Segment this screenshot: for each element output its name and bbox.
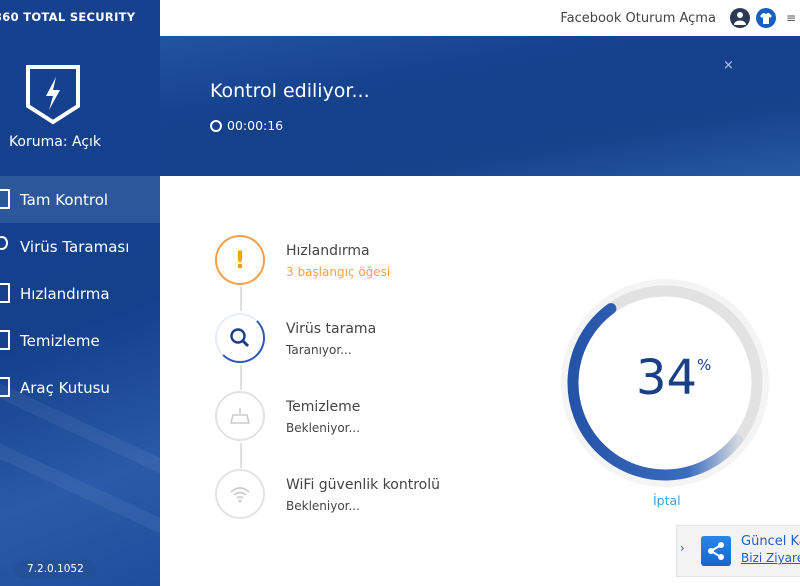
search-icon — [215, 313, 265, 363]
sidebar-item-label: Tam Kontrol — [20, 190, 109, 209]
step-connector — [240, 443, 242, 468]
magnifier-icon — [0, 236, 8, 250]
progress-unit: % — [697, 356, 712, 374]
step-wifi: WiFi güvenlik kontrolü Bekleniyor... — [215, 469, 595, 521]
sidebar-nav: Tam Kontrol Virüs Taraması Hızlandırma T… — [0, 176, 160, 411]
clock-icon — [210, 119, 222, 132]
sidebar-item-cleanup[interactable]: Temizleme — [0, 317, 160, 364]
close-button[interactable]: × — [723, 58, 734, 73]
cancel-button[interactable]: İptal — [653, 493, 681, 508]
shield-icon — [26, 65, 80, 125]
monitor-icon — [0, 189, 10, 209]
step-virus-scan: Virüs tarama Taranıyor... — [215, 313, 595, 365]
app-logo: 360 TOTAL SECURITY — [0, 10, 136, 24]
sidebar-item-full-scan[interactable]: Tam Kontrol — [0, 176, 160, 223]
step-status: 3 başlangıç öğesi — [286, 265, 391, 279]
step-title: WiFi güvenlik kontrolü — [286, 477, 440, 493]
sidebar-item-label: Araç Kutusu — [20, 378, 110, 397]
share-icon — [701, 536, 731, 566]
step-cleanup: Temizleme Bekleniyor... — [215, 391, 595, 443]
rocket-icon — [0, 283, 10, 303]
scan-title: Kontrol ediliyor... — [210, 80, 370, 102]
facebook-login-link[interactable]: Facebook Oturum Açma — [560, 10, 716, 26]
promo-title: Güncel Ka — [741, 534, 800, 549]
version-badge: 7.2.0.1052 — [15, 560, 96, 578]
sidebar-item-label: Virüs Taraması — [20, 237, 130, 256]
menu-icon[interactable]: ≡ — [785, 11, 796, 25]
step-status: Taranıyor... — [286, 343, 352, 357]
protection-status: Koruma: Açık — [8, 134, 102, 150]
step-status: Bekleniyor... — [286, 421, 360, 435]
step-connector — [240, 287, 242, 311]
skin-icon[interactable] — [755, 8, 776, 28]
scan-banner: Kontrol ediliyor... 00:00:16 × — [160, 36, 800, 176]
sidebar-item-label: Temizleme — [20, 331, 100, 350]
broom-icon — [0, 330, 10, 350]
step-connector — [240, 365, 242, 390]
timer-value: 00:00:16 — [227, 118, 284, 133]
promo-link[interactable]: Bizi Ziyare — [741, 551, 800, 565]
step-speedup: ! Hızlandırma 3 başlangıç öğesi — [215, 235, 595, 287]
gauge-progress-arc — [567, 303, 743, 481]
top-bar: Facebook Oturum Açma ≡ — [160, 0, 800, 36]
toolbox-icon — [0, 377, 10, 397]
warning-icon: ! — [215, 235, 265, 285]
chevron-right-icon[interactable]: › — [680, 541, 685, 555]
step-status: Bekleniyor... — [286, 499, 360, 513]
step-title: Temizleme — [286, 399, 361, 415]
sidebar-item-toolbox[interactable]: Araç Kutusu — [0, 364, 160, 411]
progress-gauge — [561, 279, 769, 487]
sidebar-item-speedup[interactable]: Hızlandırma — [0, 270, 160, 317]
sidebar: 360 TOTAL SECURITY Koruma: Açık Tam Kont… — [0, 0, 160, 586]
broom-icon — [215, 391, 265, 441]
sidebar-item-virus-scan[interactable]: Virüs Taraması — [0, 223, 160, 270]
step-title: Hızlandırma — [286, 243, 370, 259]
promo-panel[interactable]: › Güncel Ka Bizi Ziyare — [676, 525, 800, 577]
progress-value: 34 — [636, 350, 698, 406]
scan-timer: 00:00:16 — [210, 118, 283, 133]
wifi-icon — [215, 469, 265, 519]
sidebar-item-label: Hızlandırma — [20, 284, 110, 303]
step-title: Virüs tarama — [286, 321, 377, 337]
user-icon[interactable] — [729, 8, 750, 28]
